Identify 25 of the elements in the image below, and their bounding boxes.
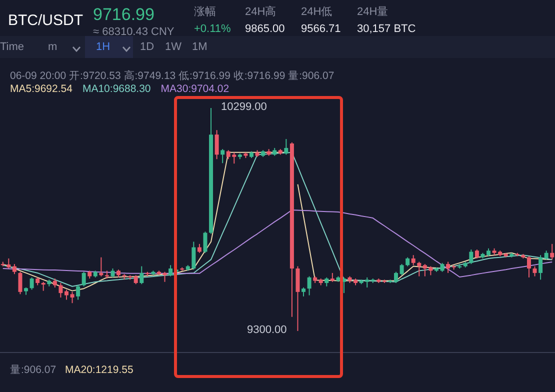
text: 涨幅	[194, 6, 216, 18]
text: 1D	[140, 41, 154, 53]
text: 24H低	[301, 6, 332, 18]
text: 24H高	[245, 6, 276, 18]
text: MA10:9688.30	[82, 83, 151, 95]
annotation: 9300.00	[247, 324, 287, 336]
text: 1W	[165, 41, 182, 53]
text: 1H	[96, 41, 110, 53]
text: 06-09 20:00 开:9720.53 高:9749.13 低:9716.99 收:9716.99 量:906.07	[10, 70, 334, 82]
text: 量:906.07	[10, 364, 56, 376]
text: 9716.99	[93, 5, 154, 24]
text: MA30:9704.02	[160, 83, 230, 95]
chart-title: BTC/USDT	[8, 12, 83, 29]
text: ≈ 68310.43 CNY	[93, 26, 174, 38]
text: 1M	[192, 41, 208, 53]
text: 9865.00	[245, 23, 285, 35]
text: 9566.71	[301, 23, 341, 35]
text: MA20:1219.55	[65, 364, 134, 376]
text: MA5:9692.54	[10, 83, 72, 95]
text: m	[48, 41, 58, 53]
text: +0.11%	[194, 23, 231, 35]
text: 24H量	[357, 6, 388, 18]
text: Time	[0, 41, 24, 53]
text: 30,157 BTC	[357, 23, 416, 35]
annotation: 10299.00	[221, 101, 267, 113]
